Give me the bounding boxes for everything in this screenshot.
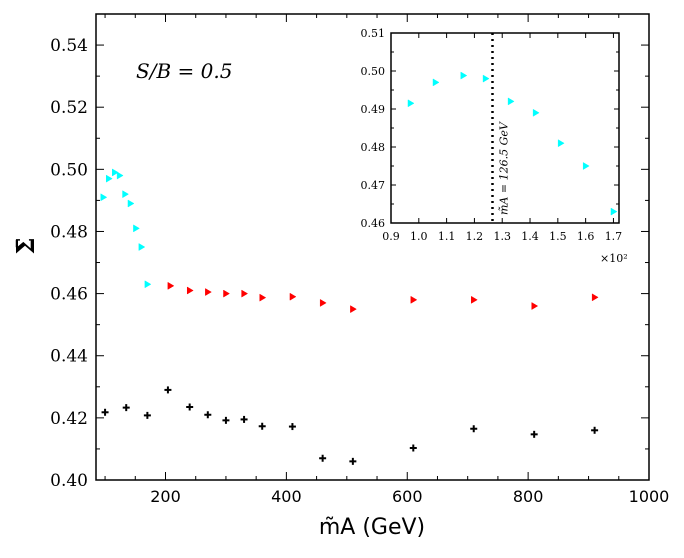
cyan-point xyxy=(127,199,135,208)
inset-cyan-point xyxy=(482,74,490,83)
red-point xyxy=(410,295,418,304)
y-tick-label: 0.52 xyxy=(50,98,88,118)
red-point xyxy=(531,302,539,310)
y-axis-label: Σ̄ xyxy=(11,238,40,255)
y-tick-label: 0.48 xyxy=(50,222,88,242)
y-tick-label: 0.46 xyxy=(50,285,88,305)
inset-y-tick-label: 0.46 xyxy=(361,217,386,230)
inset-x-tick-label: 1.3 xyxy=(493,230,511,243)
y-tick-label: 0.42 xyxy=(50,409,88,429)
inset-x-tick-label: 1.0 xyxy=(410,230,428,243)
x-tick-label: 200 xyxy=(150,487,181,506)
red-point xyxy=(591,293,599,302)
cyan-point xyxy=(144,280,152,289)
x-tick-label: 600 xyxy=(392,487,423,506)
inset-y-tick-label: 0.49 xyxy=(361,103,386,116)
black-point xyxy=(530,430,538,438)
red-point xyxy=(471,295,478,304)
inset-x-tick-label: 1.6 xyxy=(577,230,595,243)
red-point xyxy=(186,286,194,295)
red-point xyxy=(350,305,357,314)
cyan-point xyxy=(105,174,113,183)
cyan-point xyxy=(138,243,146,251)
inset-x-tick-label: 0.9 xyxy=(382,230,400,243)
annotation-sb: S/B = 0.5 xyxy=(136,59,232,83)
cyan-point xyxy=(133,224,140,233)
x-tick-label: 400 xyxy=(271,487,302,506)
inset-cyan-point xyxy=(432,78,440,87)
x-axis-label: m̃A (GeV) xyxy=(319,515,425,540)
red-point xyxy=(223,289,230,298)
black-point xyxy=(204,411,212,419)
red-point xyxy=(259,293,267,302)
inset-x-tick-label: 1.1 xyxy=(438,230,456,243)
inset-plot-frame xyxy=(390,32,620,224)
black-point xyxy=(164,386,172,394)
inset-reference-label: m̃A = 126.5 GeV xyxy=(497,121,510,215)
inset-y-tick-label: 0.50 xyxy=(361,65,386,78)
black-point xyxy=(349,457,357,465)
cyan-point xyxy=(100,193,108,202)
main-plot-frame xyxy=(95,13,650,481)
inset-x-tick-label: 1.4 xyxy=(521,230,539,243)
black-point xyxy=(288,423,296,431)
inset-cyan-point xyxy=(460,71,468,80)
y-tick-label: 0.54 xyxy=(50,36,88,56)
black-point xyxy=(240,415,248,423)
black-point xyxy=(122,404,130,412)
red-point xyxy=(241,289,249,298)
inset-y-tick-label: 0.47 xyxy=(361,179,386,192)
x-tick-label: 1000 xyxy=(629,487,670,506)
red-point xyxy=(167,281,175,290)
inset-cyan-point xyxy=(407,99,415,108)
inset-cyan-point xyxy=(532,108,540,117)
black-point xyxy=(319,454,327,462)
y-tick-label: 0.50 xyxy=(50,160,88,180)
y-tick-label: 0.40 xyxy=(50,471,88,491)
inset-y-tick-label: 0.51 xyxy=(361,27,386,40)
black-point xyxy=(409,444,417,452)
inset-chart: 0.9 1.0 1.1 1.2 1.3 1.4 1.5 1.6 1.7 0.46 0.47 0.48 0… xyxy=(361,27,628,265)
inset-y-tick-label: 0.48 xyxy=(361,141,386,154)
black-point xyxy=(470,425,478,433)
inset-x-tick-label: 1.7 xyxy=(605,230,623,243)
y-tick-label: 0.44 xyxy=(50,347,88,367)
cyan-point xyxy=(112,168,119,177)
black-point xyxy=(222,416,230,424)
cyan-point xyxy=(116,171,124,180)
inset-cyan-point xyxy=(557,139,565,148)
inset-x-tick-label: 1.2 xyxy=(466,230,484,243)
cyan-point xyxy=(122,190,130,199)
black-point xyxy=(258,422,266,430)
inset-cyan-point xyxy=(610,207,618,216)
inset-x-multiplier: ×10² xyxy=(600,252,628,265)
black-point xyxy=(143,411,151,419)
black-point xyxy=(101,408,109,416)
black-point xyxy=(591,426,599,434)
inset-cyan-point xyxy=(507,97,515,106)
x-tick-label: 800 xyxy=(513,487,544,506)
inset-cyan-point xyxy=(582,162,590,170)
inset-x-tick-label: 1.5 xyxy=(549,230,567,243)
red-point xyxy=(319,298,327,307)
red-point xyxy=(289,292,297,301)
black-point xyxy=(186,403,194,411)
red-point xyxy=(205,288,212,296)
